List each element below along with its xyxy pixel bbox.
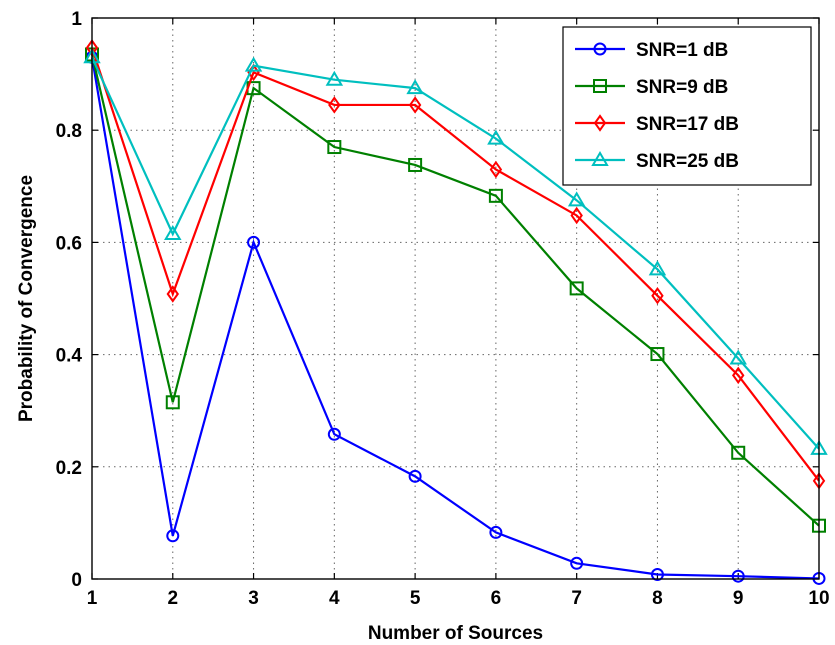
x-tick-label: 3: [248, 588, 259, 609]
x-tick-label: 6: [491, 588, 502, 609]
series-line: [90, 57, 820, 580]
legend-label: SNR=1 dB: [636, 40, 728, 61]
legend-marker-triangle: [591, 151, 609, 166]
data-point-circle: [489, 525, 503, 539]
data-point-square: [569, 281, 584, 296]
axis-ticks: 1 2 3 4 5 6 7 8 9 10 0 0.2 0.4 0.6 0.8 1: [56, 9, 830, 609]
data-point-diamond: [651, 286, 664, 305]
series-2: [85, 47, 826, 533]
series-3: [85, 39, 826, 490]
data-point-diamond: [489, 160, 503, 179]
legend-entry: SNR=1 dB: [575, 40, 728, 61]
data-point-triangle: [567, 191, 586, 207]
data-point-triangle: [406, 79, 424, 95]
legend-entry: SNR=9 dB: [575, 77, 728, 98]
data-point-diamond: [570, 206, 583, 225]
x-tick-label: 5: [410, 588, 421, 609]
legend-label: SNR=17 dB: [636, 114, 739, 135]
data-point-diamond: [408, 96, 422, 114]
data-point-square: [408, 157, 423, 172]
data-point-circle: [327, 427, 341, 441]
data-point-diamond: [328, 96, 341, 114]
legend-label: SNR=25 dB: [636, 151, 739, 172]
x-tick-label: 7: [571, 588, 582, 609]
data-point-circle: [408, 469, 422, 483]
x-axis-title: Number of Sources: [368, 623, 543, 644]
data-point-triangle: [729, 349, 747, 365]
series-line: [90, 47, 820, 482]
data-point-square: [327, 140, 342, 155]
legend: SNR=1 dB SNR=9 dB SNR=17 dB SNR=25 dB: [562, 26, 812, 186]
data-point-circle: [166, 529, 180, 543]
y-tick-label: 0.2: [56, 458, 82, 479]
data-point-diamond: [166, 285, 180, 303]
data-point-circle: [731, 569, 745, 583]
legend-marker-diamond: [593, 114, 607, 132]
data-point-triangle: [487, 129, 505, 145]
data-point-circle: [247, 235, 261, 249]
x-tick-label: 9: [733, 588, 744, 609]
y-tick-label: 0: [71, 570, 82, 591]
data-point-square: [650, 347, 665, 362]
data-point-square: [165, 395, 180, 410]
legend-marker-circle: [593, 42, 607, 56]
y-tick-label: 0.6: [56, 233, 82, 254]
data-point-diamond: [731, 366, 745, 385]
data-point-triangle: [648, 260, 667, 276]
data-point-square: [488, 188, 503, 203]
y-tick-label: 0.8: [56, 121, 82, 142]
data-point-triangle: [164, 225, 182, 240]
x-tick-label: 10: [808, 588, 829, 609]
x-tick-label: 1: [87, 588, 98, 609]
legend-entry: SNR=25 dB: [575, 151, 739, 172]
y-tick-label: 0.4: [56, 346, 83, 367]
x-tick-label: 8: [652, 588, 663, 609]
data-point-circle: [650, 568, 664, 582]
x-tick-label: 4: [329, 588, 340, 609]
legend-entry: SNR=17 dB: [575, 114, 739, 135]
data-point-triangle: [244, 56, 263, 72]
x-tick-label: 2: [167, 588, 178, 609]
y-tick-label: 1: [71, 9, 82, 30]
data-point-square: [731, 445, 746, 460]
legend-marker-square: [593, 79, 607, 93]
series-line: [90, 56, 820, 450]
data-point-circle: [570, 556, 584, 570]
data-point-triangle: [325, 70, 344, 86]
legend-label: SNR=9 dB: [636, 77, 728, 98]
y-axis-title: Probability of Convergence: [16, 175, 37, 422]
axes-frame: [91, 17, 820, 580]
series-line: [90, 54, 820, 527]
